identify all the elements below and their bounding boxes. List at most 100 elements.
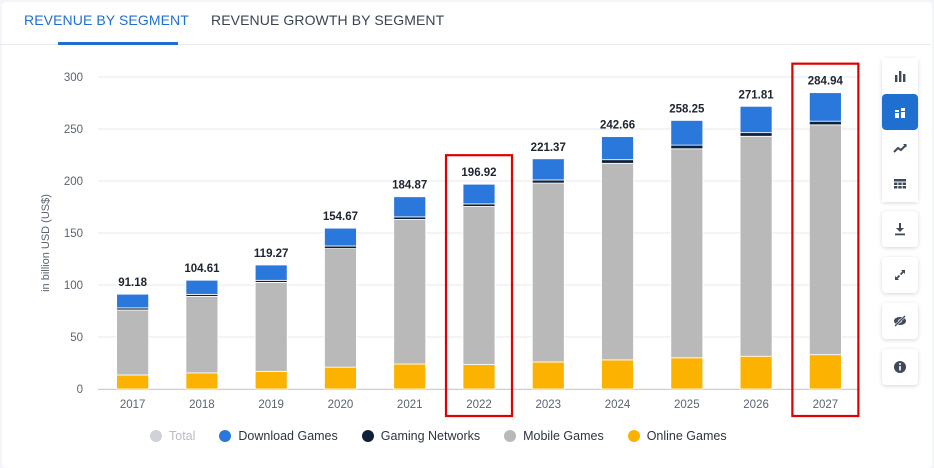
- legend-item-mobile-games[interactable]: Mobile Games: [504, 429, 604, 443]
- highlight-box: [444, 154, 514, 418]
- trend-line-icon: [893, 144, 907, 153]
- bar-segment-gaming-networks: [739, 132, 773, 137]
- bar-segment-online-games: [462, 364, 496, 390]
- y-axis-title: in billion USD (US$): [40, 194, 52, 292]
- total-data-label: 271.81: [738, 89, 774, 101]
- bar-segment-mobile-games: [393, 219, 427, 365]
- legend-label: Mobile Games: [523, 429, 604, 443]
- x-tick-label: 2017: [120, 399, 146, 411]
- bar-segment-mobile-games: [254, 281, 288, 372]
- bar-segment-download-games: [462, 183, 496, 205]
- tab-revenue-by-segment[interactable]: REVENUE BY SEGMENT: [24, 12, 189, 28]
- bar-chart-icon: [895, 71, 906, 82]
- bar-segment-gaming-networks: [531, 179, 565, 184]
- x-tick-label: 2024: [605, 399, 631, 411]
- y-tick-label: 100: [64, 280, 83, 292]
- total-data-label: 119.27: [254, 248, 289, 260]
- chart-legend: Total Download Games Gaming Networks Mobile…: [150, 427, 751, 445]
- bar-segment-download-games: [393, 196, 427, 218]
- legend-dot: [219, 430, 232, 442]
- bar-segment-online-games: [324, 366, 357, 390]
- total-data-label: 184.87: [392, 180, 427, 192]
- fullscreen-icon: [895, 270, 905, 280]
- bar-segment-mobile-games: [116, 309, 150, 376]
- x-tick-label: 2025: [674, 399, 700, 411]
- total-data-label: 221.37: [531, 142, 566, 154]
- x-tick-label: 2020: [328, 399, 354, 411]
- bar-segment-mobile-games: [531, 182, 565, 363]
- table-grid-button[interactable]: [882, 166, 918, 202]
- x-tick-label: 2022: [466, 399, 492, 411]
- stacked-bar-icon: [895, 108, 905, 118]
- legend-label: Total: [169, 429, 196, 443]
- legend-label: Gaming Networks: [380, 429, 481, 443]
- total-data-label: 284.94: [808, 76, 844, 88]
- bar-segment-download-games: [601, 136, 634, 161]
- bar-segment-gaming-networks: [808, 120, 842, 126]
- legend-label: Download Games: [238, 429, 338, 443]
- bar-segment-mobile-games: [185, 296, 219, 374]
- bar-segment-download-games: [324, 227, 357, 247]
- bar-segment-online-games: [808, 354, 842, 390]
- legend-item-total[interactable]: Total: [150, 429, 195, 443]
- y-tick-label: 150: [64, 228, 83, 240]
- bar-segment-download-games: [531, 158, 565, 181]
- legend-item-online-games[interactable]: Online Games: [627, 429, 727, 443]
- hide-eye-button[interactable]: [882, 303, 918, 339]
- bar-segment-online-games: [739, 355, 773, 390]
- trend-line-button[interactable]: [882, 130, 918, 166]
- bar-segment-download-games: [808, 92, 842, 122]
- legend-item-gaming-networks[interactable]: Gaming Networks: [361, 429, 481, 443]
- bar-segment-mobile-games: [670, 148, 704, 359]
- table-grid-icon: [894, 179, 906, 189]
- total-data-label: 154.67: [323, 211, 358, 223]
- legend-item-download-games[interactable]: Download Games: [219, 429, 338, 443]
- x-tick-label: 2021: [397, 399, 423, 411]
- download-icon: [895, 223, 905, 236]
- bar-segment-mobile-games: [808, 124, 842, 356]
- x-tick-label: 2018: [189, 399, 215, 411]
- tab-revenue-growth-by-segment[interactable]: REVENUE GROWTH BY SEGMENT: [211, 12, 445, 28]
- bar-chart-button[interactable]: [882, 58, 918, 94]
- bar-segment-mobile-games: [739, 135, 773, 357]
- x-tick-label: 2027: [813, 399, 839, 411]
- total-data-label: 242.66: [600, 120, 635, 132]
- fullscreen-button[interactable]: [882, 257, 918, 293]
- x-tick-label: 2026: [743, 399, 769, 411]
- y-tick-label: 50: [70, 332, 83, 344]
- download-button[interactable]: [882, 211, 918, 247]
- stacked-bar-button[interactable]: [882, 94, 918, 130]
- info-button[interactable]: [882, 349, 918, 385]
- bar-segment-online-games: [254, 370, 288, 390]
- legend-dot: [361, 430, 374, 442]
- bar-segment-download-games: [670, 120, 704, 146]
- bar-segment-mobile-games: [462, 206, 496, 365]
- bar-segment-mobile-games: [324, 248, 357, 368]
- bar-segment-online-games: [601, 359, 634, 390]
- y-tick-label: 0: [77, 384, 83, 396]
- bar-segment-online-games: [116, 374, 150, 390]
- legend-label: Online Games: [646, 429, 727, 443]
- x-tick-label: 2019: [258, 399, 284, 411]
- bar-segment-gaming-networks: [601, 159, 634, 164]
- bar-segment-online-games: [531, 361, 565, 390]
- bar-segment-download-games: [254, 264, 288, 281]
- total-data-label: 91.18: [118, 277, 147, 289]
- bar-segment-gaming-networks: [670, 144, 704, 150]
- tab-bar: REVENUE BY SEGMENT REVENUE GROWTH BY SEG…: [0, 0, 930, 45]
- active-tab-indicator: [58, 42, 178, 45]
- info-icon: [894, 361, 906, 373]
- bar-segment-download-games: [185, 279, 219, 295]
- bar-segment-online-games: [393, 363, 427, 390]
- bar-segment-online-games: [185, 372, 219, 390]
- bar-segment-mobile-games: [601, 162, 634, 361]
- total-data-label: 104.61: [184, 263, 220, 275]
- y-tick-label: 200: [64, 176, 83, 188]
- legend-dot: [627, 430, 640, 442]
- highlight-box: [791, 62, 860, 418]
- bar-segment-download-games: [739, 105, 773, 134]
- y-tick-label: 250: [64, 124, 83, 136]
- hide-eye-icon: [894, 315, 906, 327]
- x-tick-label: 2023: [535, 399, 561, 411]
